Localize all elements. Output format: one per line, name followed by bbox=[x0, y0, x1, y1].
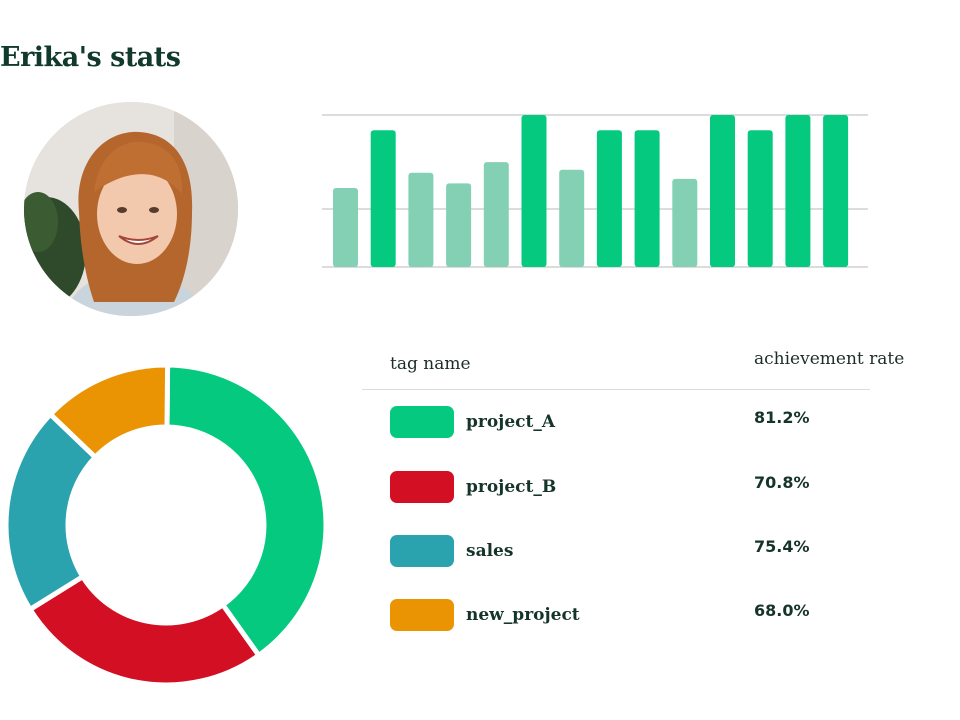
column-header-achievement-rate: achievement rate bbox=[754, 349, 905, 369]
avatar bbox=[24, 102, 238, 316]
person-photo-icon bbox=[24, 102, 238, 316]
bar bbox=[823, 115, 849, 267]
bar bbox=[672, 178, 698, 267]
bar bbox=[370, 130, 396, 267]
donut-slice bbox=[3, 410, 99, 613]
achievement-rate: 70.8% bbox=[754, 473, 810, 492]
bar bbox=[483, 162, 509, 267]
donut-chart bbox=[3, 362, 329, 688]
color-swatch bbox=[390, 471, 454, 503]
bar bbox=[408, 172, 434, 267]
column-header-tag-name: tag name bbox=[390, 354, 471, 374]
color-swatch bbox=[390, 406, 454, 438]
color-swatch bbox=[390, 599, 454, 631]
tag-name: project_B bbox=[466, 477, 557, 497]
bar bbox=[747, 130, 773, 267]
color-swatch bbox=[390, 535, 454, 567]
donut-slice bbox=[46, 362, 171, 461]
achievement-rate: 68.0% bbox=[754, 601, 810, 620]
tag-name: sales bbox=[466, 541, 514, 561]
page-title: Erika's stats bbox=[0, 42, 181, 73]
achievement-rate: 75.4% bbox=[754, 537, 810, 556]
header-divider bbox=[362, 389, 870, 390]
donut-slice bbox=[26, 573, 263, 688]
bar bbox=[785, 115, 811, 267]
table-row: sales 75.4% bbox=[362, 535, 922, 569]
table-row: project_B 70.8% bbox=[362, 471, 922, 505]
achievement-rate: 81.2% bbox=[754, 408, 810, 427]
table-row: project_A 81.2% bbox=[362, 406, 922, 440]
tag-name: new_project bbox=[466, 605, 580, 625]
bar bbox=[634, 130, 660, 267]
table-row: new_project 68.0% bbox=[362, 599, 922, 633]
bar bbox=[559, 169, 585, 267]
bar-chart bbox=[322, 114, 868, 268]
tag-name: project_A bbox=[466, 412, 556, 432]
donut-slice bbox=[164, 362, 329, 659]
bar bbox=[521, 115, 547, 267]
bar bbox=[710, 115, 735, 267]
bar bbox=[596, 130, 622, 267]
bar bbox=[333, 187, 358, 267]
bar bbox=[446, 183, 472, 267]
